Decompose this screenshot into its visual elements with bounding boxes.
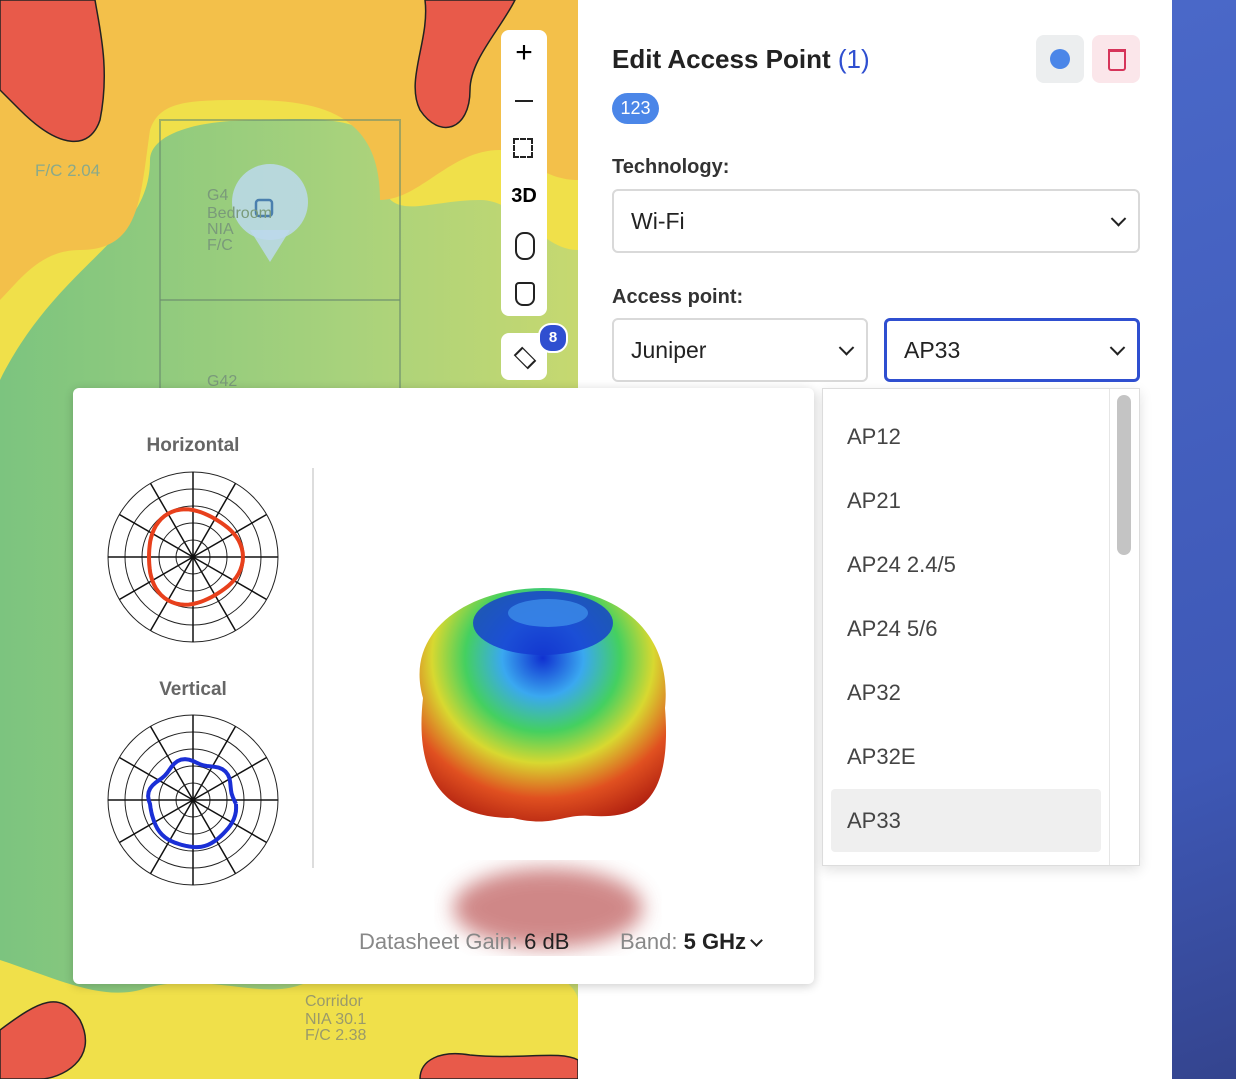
polar-part (149, 799, 194, 874)
title-count: (1) (837, 44, 870, 74)
polar-part (119, 556, 194, 601)
polar-part (192, 513, 267, 558)
dropdown-item[interactable]: AP32E (847, 743, 916, 769)
technology-select[interactable]: Wi-Fi (612, 189, 1140, 253)
map-label: F/C (207, 237, 233, 254)
vendor-select[interactable]: Juniper (612, 318, 868, 382)
3d-pattern (419, 588, 667, 822)
vendor-value: Juniper (631, 336, 707, 363)
polar-part (146, 507, 245, 607)
map-label: Corridor (305, 993, 363, 1010)
dropdown-item[interactable]: AP33 (831, 789, 1101, 852)
view-3d[interactable]: 3D (511, 185, 537, 207)
dropdown-item[interactable]: AP24 5/6 (847, 615, 938, 641)
model-dropdown: AP12 AP21 AP24 2.4/5 AP24 5/6 AP32 AP32E AP33 (822, 388, 1140, 866)
polar-part (119, 513, 194, 558)
polar-part (119, 756, 194, 801)
antenna-popup: Horizontal Vertical Datasheet Gain: 6 dB… (73, 388, 814, 984)
antenna-plots (107, 471, 667, 948)
color-button[interactable] (1036, 35, 1084, 83)
map-label: F/C 2.04 (35, 161, 100, 180)
map-toolbar: + 3D (501, 30, 547, 316)
title-text: Edit Access Point (612, 44, 831, 74)
model-select[interactable]: AP33 (884, 318, 1140, 382)
dropdown-item[interactable]: AP32 (847, 679, 901, 705)
polar-part (192, 799, 237, 874)
polar-part (149, 726, 194, 801)
gain-row: Datasheet Gain: 6 dB (359, 929, 569, 955)
zoom-out[interactable] (515, 100, 533, 102)
polar-part (119, 799, 194, 844)
dropdown-item[interactable]: AP12 (847, 423, 901, 449)
gain-value: 6 dB (524, 929, 570, 954)
polar-part (149, 483, 194, 558)
map-label: G42 (207, 373, 237, 390)
technology-value: Wi-Fi (631, 207, 685, 234)
band-label: Band: (620, 929, 678, 954)
horizontal-label: Horizontal (146, 435, 240, 456)
map-label: NIA 30.1 (305, 1011, 366, 1028)
dropdown-item[interactable]: AP21 (847, 487, 901, 513)
model-value: AP33 (904, 336, 961, 363)
gain-label: Datasheet Gain: (359, 929, 518, 954)
panel-title: Edit Access Point (1) (612, 44, 870, 75)
fit-screen[interactable] (513, 138, 533, 158)
polar-part (192, 726, 237, 801)
background-strip (1172, 0, 1236, 1079)
map-label: Bedroom (207, 205, 272, 222)
map-label: F/C 2.38 (305, 1027, 366, 1044)
access-point-label: Access point: (612, 286, 744, 308)
band-row[interactable]: Band: 5 GHz (620, 929, 763, 955)
map-label: NIA (207, 221, 234, 238)
id-badge: 123 (612, 93, 659, 124)
map-label: G4 (207, 187, 228, 204)
vertical-label: Vertical (159, 679, 227, 700)
pan-mode[interactable] (515, 282, 535, 306)
zoom-in[interactable]: + (515, 36, 533, 69)
polar-part (192, 799, 267, 844)
scrollbar[interactable] (1117, 395, 1131, 555)
polar-part (146, 757, 239, 850)
polar-part (149, 556, 194, 631)
dropdown-item[interactable]: AP24 2.4/5 (847, 551, 956, 577)
polar-part (192, 556, 267, 601)
delete-button[interactable] (1092, 35, 1140, 83)
layers-badge: 8 (538, 323, 568, 353)
band-value: 5 GHz (683, 929, 746, 954)
mouse-mode[interactable] (515, 232, 535, 260)
technology-label: Technology: (612, 156, 730, 178)
